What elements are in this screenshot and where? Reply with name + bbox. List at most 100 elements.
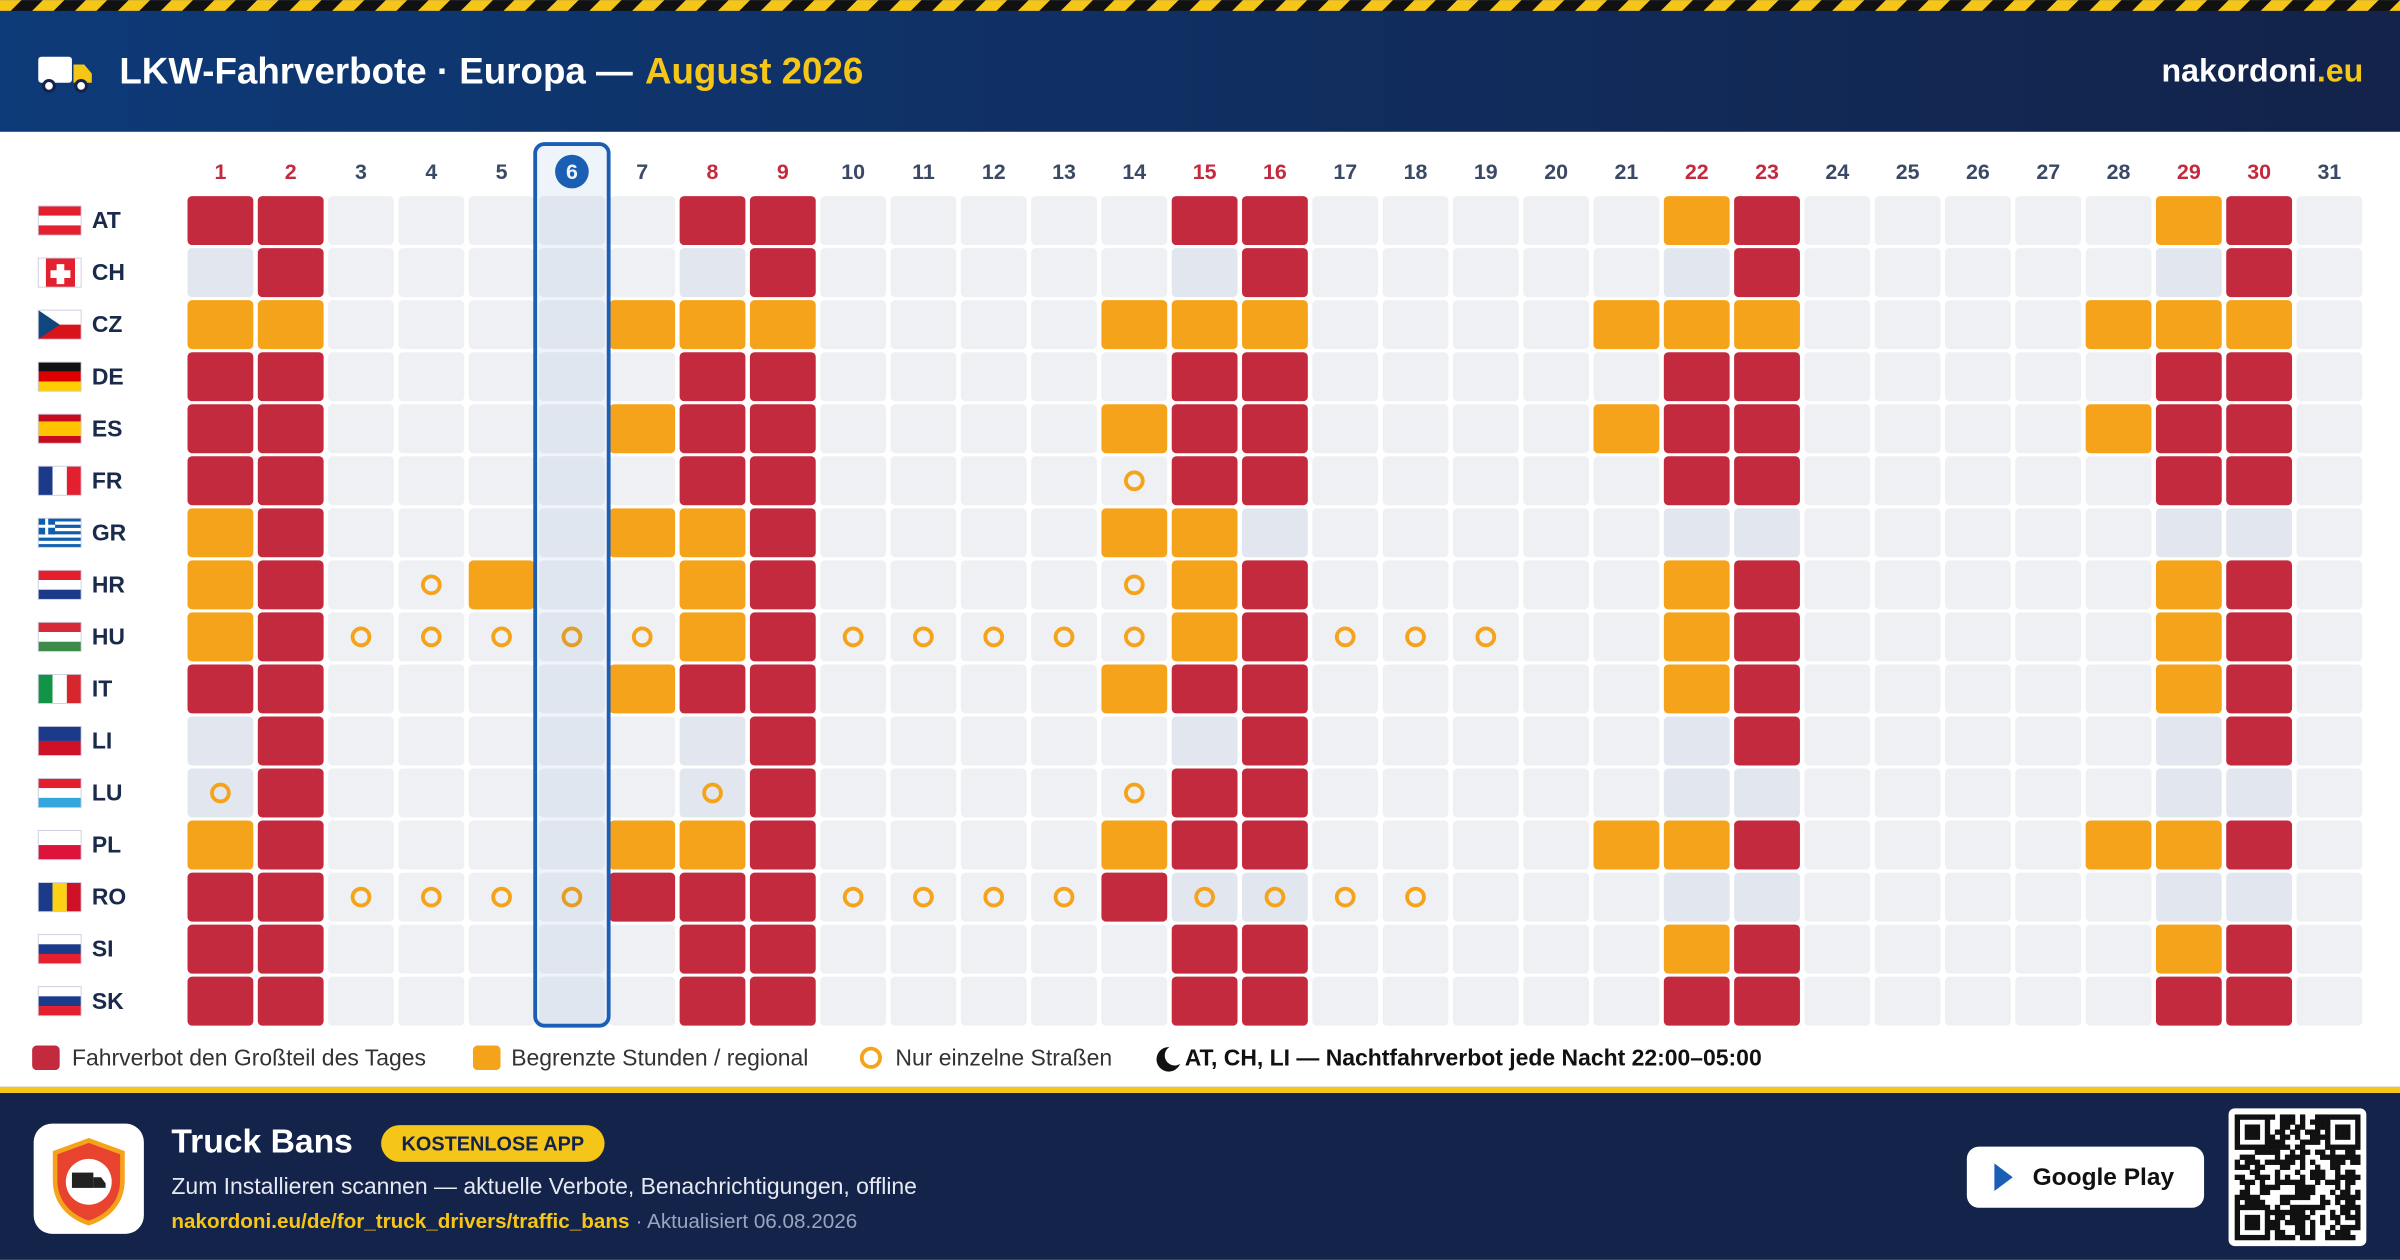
day-cell	[539, 768, 605, 818]
qr-module	[2304, 1214, 2311, 1221]
day-cell	[1031, 248, 1097, 298]
day-cell	[1031, 404, 1097, 454]
ban-cell	[1663, 352, 1730, 402]
day-cell	[609, 196, 676, 246]
day-header: 16	[1263, 160, 1287, 184]
day-cell	[1452, 612, 1519, 662]
ban-cell	[257, 976, 324, 1026]
flag	[37, 309, 82, 340]
qr-module	[2244, 1189, 2251, 1196]
day-cell	[960, 924, 1027, 974]
ban-cell	[1171, 820, 1238, 870]
limited-cell	[609, 664, 676, 714]
qr-module	[2254, 1114, 2261, 1120]
day-cell	[820, 976, 887, 1026]
qr-module	[2259, 1149, 2266, 1155]
limited-cell	[1593, 820, 1660, 870]
qr-module	[2289, 1234, 2296, 1241]
flag-stripe	[66, 882, 82, 912]
qr-module	[2279, 1119, 2286, 1125]
store-label[interactable]: Google Play	[2033, 1164, 2175, 1191]
day-cell	[1382, 404, 1449, 454]
google-play-button[interactable]: Google Play	[1966, 1146, 2205, 1208]
roads-marker	[350, 626, 372, 648]
day-cell	[328, 456, 394, 506]
qr-module	[2234, 1224, 2241, 1231]
roads-marker	[913, 886, 934, 908]
qr-module	[2330, 1209, 2336, 1216]
qr-module	[2345, 1174, 2351, 1181]
qr-module	[2249, 1129, 2256, 1135]
ban-cell	[1171, 976, 1238, 1026]
qr-module	[2284, 1174, 2291, 1181]
day-cell	[1804, 248, 1871, 298]
qr-module	[2320, 1124, 2326, 1130]
flag-border	[37, 517, 82, 548]
day-cell	[1452, 924, 1519, 974]
day-cell	[1101, 456, 1168, 506]
flag-stripe	[38, 215, 82, 226]
qr-module	[2234, 1214, 2241, 1221]
qr-module	[2234, 1164, 2241, 1170]
flag	[37, 934, 82, 965]
ban-cell	[257, 664, 324, 714]
day-cell	[328, 248, 394, 298]
day-cell	[1874, 976, 1941, 1026]
day-cell	[1312, 560, 1379, 610]
ban-cell	[1101, 872, 1168, 922]
day-cell	[2015, 508, 2082, 558]
ban-cell	[2226, 404, 2293, 454]
qr-module	[2274, 1129, 2281, 1135]
qr-module	[2234, 1174, 2241, 1181]
ban-cell	[1242, 404, 1308, 454]
qr-module	[2320, 1154, 2326, 1160]
qr-module	[2269, 1219, 2276, 1226]
day-cell	[539, 560, 605, 610]
day-cell	[468, 924, 535, 974]
qr-module	[2234, 1129, 2241, 1135]
day-cell	[2296, 196, 2363, 246]
qr-module	[2340, 1129, 2346, 1135]
day-cell	[1452, 664, 1519, 714]
qr-module	[2294, 1189, 2301, 1196]
flag-stripe	[38, 527, 82, 532]
limited-cell	[2155, 300, 2222, 350]
qr-module	[2289, 1214, 2296, 1221]
qr-module	[2335, 1114, 2341, 1120]
ban-cell	[1171, 664, 1238, 714]
ban-cell	[257, 248, 324, 298]
day-cell	[398, 404, 465, 454]
day-cell	[960, 196, 1027, 246]
qr-module	[2294, 1194, 2301, 1201]
app-link[interactable]: nakordoni.eu/de/for_truck_drivers/traffi…	[171, 1211, 629, 1234]
day-cell	[960, 352, 1027, 402]
limited-cell	[2085, 820, 2152, 870]
day-cell	[1663, 248, 1730, 298]
flag-stripe	[38, 845, 82, 860]
country-code: AT	[92, 207, 121, 233]
qr-module	[2299, 1164, 2306, 1170]
day-cell	[1382, 248, 1449, 298]
day-cell	[609, 768, 676, 818]
qr-module	[2325, 1124, 2331, 1130]
day-cell	[890, 664, 957, 714]
qr-module	[2340, 1134, 2346, 1140]
flag-stripe	[38, 570, 82, 580]
site-tld: .eu	[2317, 53, 2363, 89]
qr-module	[2315, 1149, 2321, 1155]
flag-border	[37, 621, 82, 652]
day-cell	[1523, 248, 1590, 298]
qr-module	[2294, 1204, 2301, 1211]
day-cell	[2296, 352, 2363, 402]
qr-module	[2325, 1129, 2331, 1135]
qr-module	[2264, 1134, 2271, 1140]
day-cell	[1874, 560, 1941, 610]
qr-module	[2310, 1234, 2316, 1241]
day-cell	[398, 248, 465, 298]
day-cell	[820, 768, 887, 818]
flag-border	[37, 465, 82, 496]
day-cell	[1382, 196, 1449, 246]
day-cell	[1593, 248, 1660, 298]
ban-cell	[749, 404, 816, 454]
qr-module	[2259, 1164, 2266, 1170]
